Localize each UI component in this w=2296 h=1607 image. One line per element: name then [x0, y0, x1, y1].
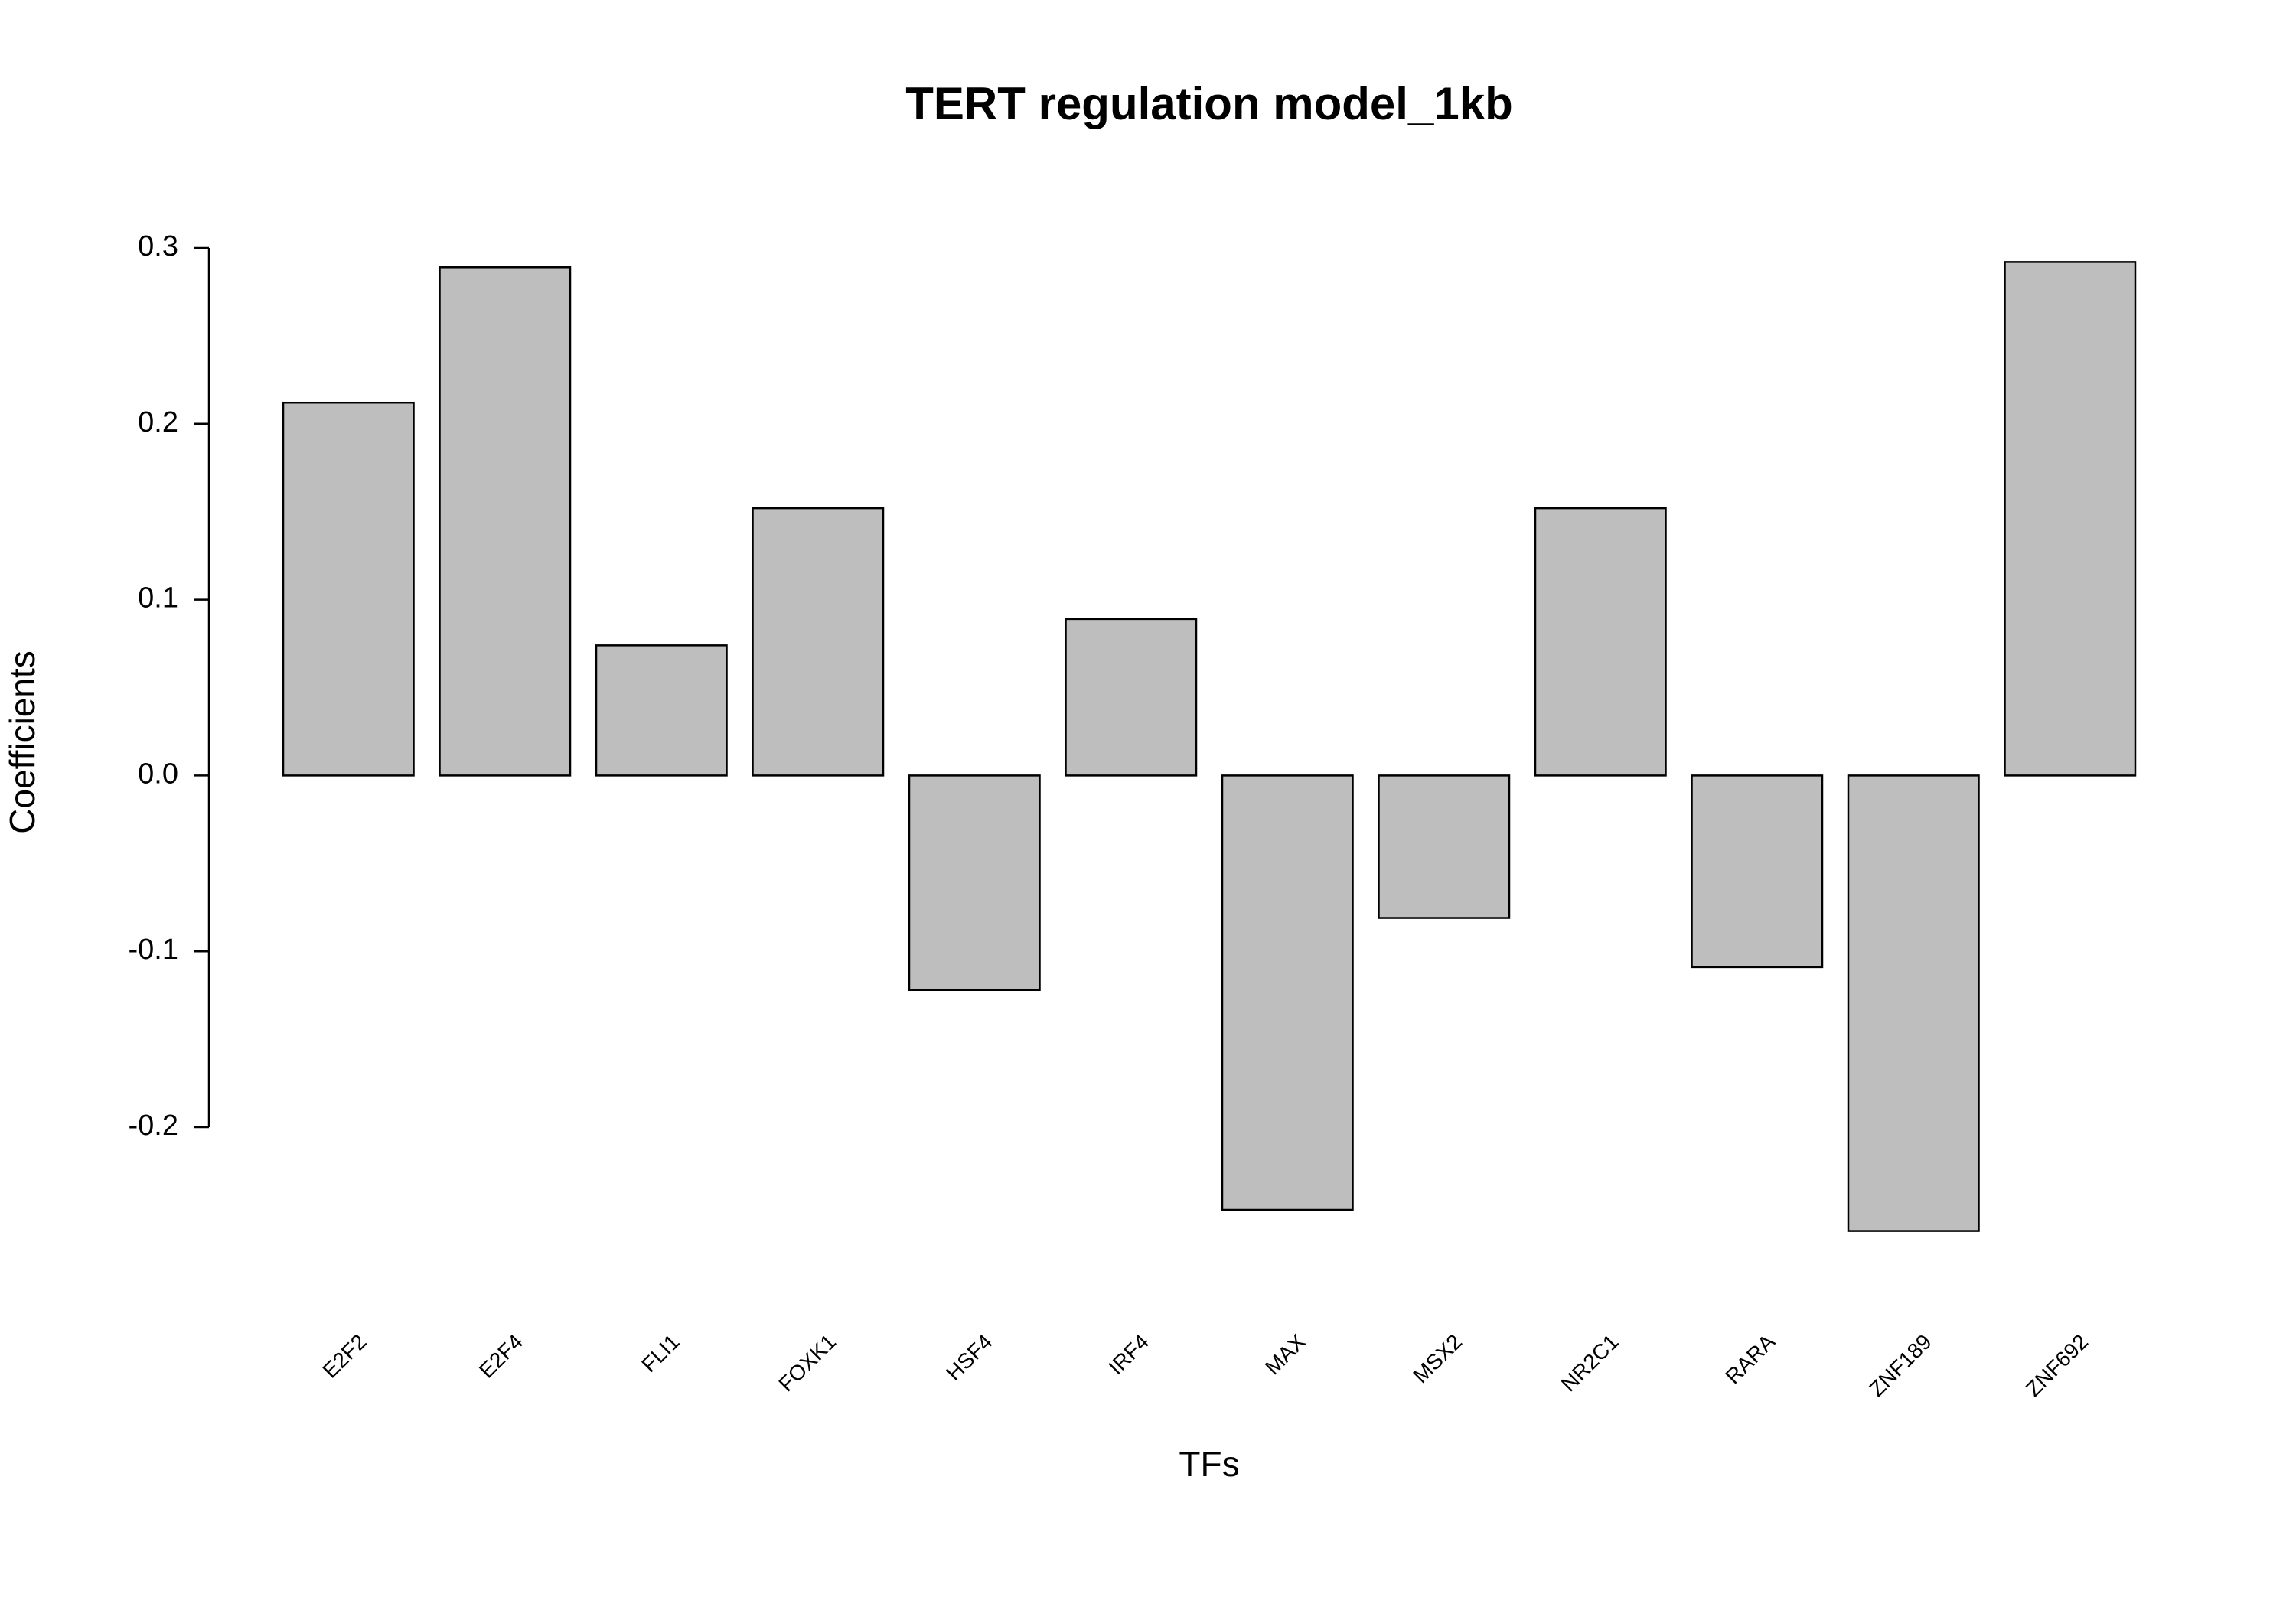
bar: [2004, 261, 2137, 777]
bar: [1065, 618, 1198, 777]
bar: [908, 774, 1041, 992]
y-axis-title: Coefficients: [2, 650, 42, 834]
y-tick-label: 0.1: [138, 582, 178, 614]
y-tick-label: -0.1: [129, 934, 178, 966]
bar: [439, 266, 572, 777]
bar: [1534, 507, 1667, 777]
bar: [1691, 774, 1824, 969]
bar: [282, 401, 415, 777]
bar: [1221, 774, 1354, 1211]
x-axis-title: TFs: [1179, 1444, 1239, 1484]
bar: [1847, 774, 1980, 1232]
y-tick-label: 0.2: [138, 406, 178, 438]
bar: [752, 507, 885, 777]
y-tick-label: 0.3: [138, 230, 178, 262]
y-tick-label: 0.0: [138, 758, 178, 790]
chart-title: TERT regulation model_1kb: [905, 78, 1512, 129]
bar: [1378, 774, 1511, 919]
y-tick-label: -0.2: [129, 1110, 178, 1142]
bar: [595, 644, 728, 777]
